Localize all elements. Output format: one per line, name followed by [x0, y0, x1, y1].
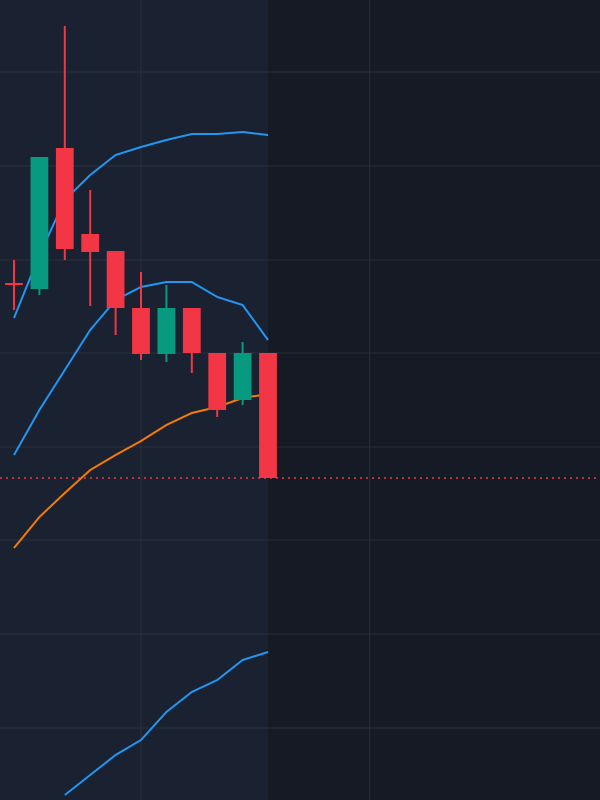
- candle-body: [30, 157, 49, 289]
- indicator-line: [64, 651, 269, 796]
- candle-body: [157, 308, 176, 354]
- candle-body: [233, 353, 252, 400]
- candle-body: [259, 353, 277, 478]
- candle-body: [106, 251, 125, 308]
- candle-body: [81, 234, 100, 252]
- band-fill: [0, 0, 268, 800]
- candle-body: [208, 353, 227, 410]
- candle-body: [132, 308, 150, 354]
- candle-body: [5, 283, 23, 285]
- candle-body: [182, 308, 201, 353]
- candle-body: [55, 148, 74, 249]
